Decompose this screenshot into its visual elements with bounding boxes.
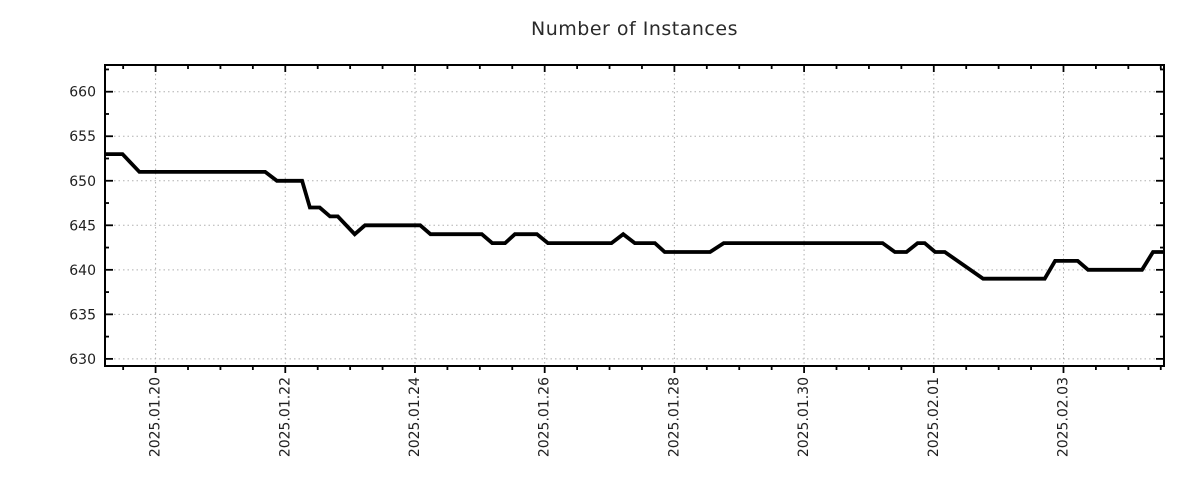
x-tick-label: 2025.02.03 [1055,377,1071,457]
y-tick-label: 660 [69,85,96,101]
x-tick-label: 2025.01.28 [666,377,682,457]
x-tick-label: 2025.01.22 [277,377,293,457]
y-tick-label: 640 [69,263,96,279]
y-tick-label: 635 [69,307,96,323]
x-tick-label: 2025.01.26 [537,377,553,457]
data-line [105,152,1164,281]
y-tick-label: 630 [69,352,96,368]
x-tick-label: 2025.01.24 [407,377,423,457]
chart-title: Number of Instances [531,18,738,40]
x-tick-label: 2025.01.30 [796,377,812,457]
y-tick-label: 645 [69,218,96,234]
x-tick-label: 2025.02.01 [926,377,942,457]
plot-border [104,64,1165,367]
y-tick-label: 650 [69,174,96,190]
y-tick-label: 655 [69,129,96,145]
x-tick-label: 2025.01.20 [148,377,164,457]
